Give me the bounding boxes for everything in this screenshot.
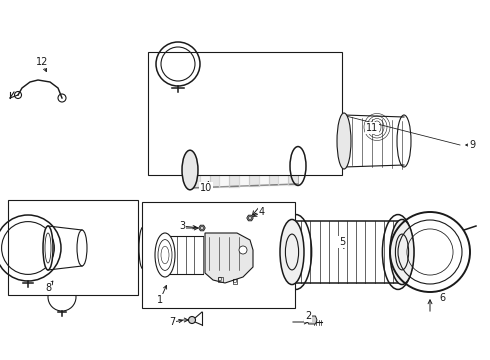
Text: 1: 1 [157, 295, 163, 305]
Bar [8, 200, 138, 295]
Text: 11: 11 [366, 123, 378, 133]
Text: 4: 4 [259, 207, 265, 217]
Text: 3: 3 [179, 221, 185, 231]
Ellipse shape [155, 233, 175, 277]
Circle shape [189, 316, 196, 324]
Polygon shape [199, 225, 205, 231]
Text: 2: 2 [305, 311, 311, 321]
Ellipse shape [280, 220, 304, 284]
Text: 6: 6 [439, 293, 445, 303]
Ellipse shape [390, 220, 414, 284]
Polygon shape [247, 215, 253, 221]
Polygon shape [307, 316, 317, 324]
Text: 10: 10 [200, 183, 212, 193]
Polygon shape [205, 233, 253, 283]
Ellipse shape [43, 226, 53, 270]
Ellipse shape [182, 150, 198, 190]
Text: 7: 7 [169, 317, 175, 327]
Bar [148, 52, 342, 175]
Text: 9: 9 [469, 140, 475, 150]
Text: 8: 8 [45, 283, 51, 293]
Bar [142, 202, 295, 308]
Circle shape [239, 246, 247, 254]
Ellipse shape [337, 113, 351, 169]
Text: 5: 5 [339, 237, 345, 247]
Text: 12: 12 [36, 57, 48, 67]
